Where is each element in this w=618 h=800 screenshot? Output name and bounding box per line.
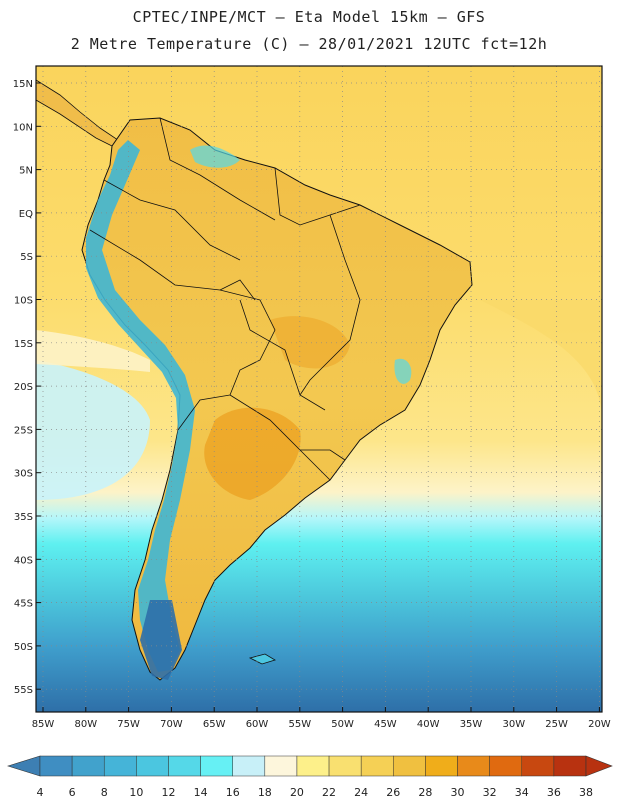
colorbar-tick-32: 32: [483, 786, 497, 799]
lat-label-50S: 50S: [14, 642, 33, 653]
colorbar-tick-16: 16: [226, 786, 240, 799]
colorbar-arrow-left: [6, 755, 41, 777]
andes-cool-band: [86, 140, 195, 672]
colorbar-swatch: [103, 755, 137, 777]
colorbar-swatch: [328, 755, 362, 777]
lon-label-25W: 25W: [545, 719, 568, 730]
lat-label-EQ: EQ: [19, 209, 33, 220]
lat-label-40S: 40S: [14, 555, 33, 566]
colorbar-tick-6: 6: [69, 786, 76, 799]
colorbar-swatch: [232, 755, 266, 777]
colorbar-swatch: [521, 755, 555, 777]
colorbar-swatch: [425, 755, 458, 777]
hot-zone-chaco: [204, 407, 301, 500]
lat-label-15N: 15N: [13, 79, 33, 90]
lon-label-40W: 40W: [417, 719, 440, 730]
lon-label-50W: 50W: [331, 719, 354, 730]
colorbar-swatch: [264, 755, 298, 777]
east-coast-cool-patch: [394, 358, 412, 384]
colorbar-tick-22: 22: [322, 786, 336, 799]
colorbar-swatch: [296, 755, 330, 777]
lat-label-10S: 10S: [14, 296, 33, 307]
colorbar-tick-14: 14: [194, 786, 208, 799]
atlantic-region: [480, 300, 602, 420]
colorbar-tick-20: 20: [290, 786, 304, 799]
northern-highlands: [190, 145, 240, 168]
lat-label-45S: 45S: [14, 599, 33, 610]
colorbar-swatch: [457, 755, 490, 777]
lat-label-55S: 55S: [14, 685, 33, 696]
lon-label-85W: 85W: [32, 719, 55, 730]
lon-label-30W: 30W: [502, 719, 525, 730]
colorbar-tick-26: 26: [386, 786, 400, 799]
colorbar-tick-12: 12: [161, 786, 175, 799]
colorbar-arrow-right: [585, 755, 613, 777]
lon-label-55W: 55W: [288, 719, 311, 730]
lon-label-35W: 35W: [460, 719, 483, 730]
colorbar-swatch: [200, 755, 233, 777]
colorbar-swatch: [39, 755, 73, 777]
lon-label-45W: 45W: [374, 719, 397, 730]
colorbar-tick-36: 36: [547, 786, 561, 799]
colorbar-tick-38: 38: [579, 786, 593, 799]
lon-label-80W: 80W: [74, 719, 97, 730]
pacific-cool-region: [36, 360, 150, 500]
colorbar-swatch: [168, 755, 201, 777]
map-frame: [35, 65, 603, 713]
lat-label-30S: 30S: [14, 469, 33, 480]
lon-label-70W: 70W: [160, 719, 183, 730]
colorbar-swatch: [489, 755, 523, 777]
falkland-islands: [248, 653, 276, 665]
colorbar-tick-28: 28: [418, 786, 432, 799]
colorbar-swatch: [553, 755, 587, 777]
colorbar-tick-4: 4: [37, 786, 44, 799]
lat-label-5N: 5N: [19, 166, 33, 177]
colorbar: 4 6 8 10 12 14 16 18 20 22 24 26 28 30 32 34 36 38: [6, 755, 613, 799]
colorbar-swatch: [393, 755, 426, 777]
colorbar-tick-10: 10: [129, 786, 143, 799]
colorbar-tick-8: 8: [101, 786, 108, 799]
colorbar-tick-34: 34: [515, 786, 529, 799]
colorbar-tick-30: 30: [451, 786, 465, 799]
colorbar-swatch: [136, 755, 169, 777]
patagonia-cold: [140, 600, 182, 680]
chart-title: CPTEC/INPE/MCT – Eta Model 15km – GFS: [132, 8, 486, 26]
pacific-pale-band: [36, 330, 150, 372]
lat-label-15S: 15S: [14, 339, 33, 350]
chart-subtitle: 2 Metre Temperature (C) – 28/01/2021 12U…: [70, 35, 548, 53]
colorbar-swatch: [360, 755, 394, 777]
colorbar-tick-18: 18: [258, 786, 272, 799]
colorbar-swatch: [71, 755, 105, 777]
lon-label-20W: 20W: [588, 719, 611, 730]
lat-label-20S: 20S: [14, 382, 33, 393]
colorbar-tick-24: 24: [354, 786, 368, 799]
lat-label-5S: 5S: [20, 252, 33, 263]
lat-label-10N: 10N: [13, 122, 33, 133]
hot-zone-central: [270, 316, 350, 369]
lon-label-60W: 60W: [246, 719, 269, 730]
lon-label-65W: 65W: [203, 719, 226, 730]
lat-label-25S: 25S: [14, 425, 33, 436]
lat-label-35S: 35S: [14, 512, 33, 523]
lon-label-75W: 75W: [117, 719, 140, 730]
